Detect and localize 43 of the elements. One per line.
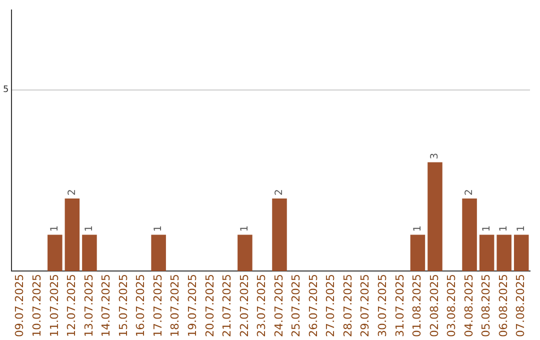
x-tick-label: 30.07.2025	[376, 274, 390, 338]
x-tick-label: 12.07.2025	[65, 274, 78, 338]
x-tick-label: 07.08.2025	[514, 274, 528, 338]
x-tick-label: 17.07.2025	[151, 274, 164, 338]
x-tick-label: 23.07.2025	[255, 274, 268, 338]
x-tick-label: 19.07.2025	[186, 274, 199, 338]
data-label: 1	[50, 225, 61, 232]
x-tick-label: 13.07.2025	[82, 274, 96, 338]
data-label: 1	[84, 225, 96, 232]
x-tick-label: 06.08.2025	[496, 274, 510, 338]
x-tick-label: 05.08.2025	[480, 274, 493, 338]
data-label: 1	[481, 225, 492, 232]
y-tick-label: 5	[2, 85, 9, 96]
data-label: 2	[274, 189, 286, 196]
data-label: 1	[240, 225, 251, 232]
x-tick-label: 01.08.2025	[410, 274, 424, 338]
data-label: 2	[66, 189, 78, 196]
x-tick-label: 09.07.2025	[13, 274, 26, 338]
x-tick-label: 16.07.2025	[134, 274, 148, 338]
x-tick-label: 22.07.2025	[238, 274, 251, 338]
x-tick-label: 31.07.2025	[393, 274, 406, 338]
data-label: 1	[153, 225, 164, 232]
data-label: 1	[412, 225, 424, 232]
x-tick-label: 15.07.2025	[116, 274, 130, 338]
x-tick-label: 02.08.2025	[428, 274, 441, 338]
x-tick-label: 25.07.2025	[290, 274, 303, 338]
x-tick-label: 03.08.2025	[445, 274, 458, 338]
data-label: 2	[464, 189, 476, 196]
x-tick-label: 28.07.2025	[341, 274, 354, 338]
x-tick-label: 20.07.2025	[203, 274, 216, 338]
data-label: 1	[498, 225, 510, 232]
x-tick-label: 26.07.2025	[306, 274, 320, 338]
x-tick-label: 11.07.2025	[48, 274, 61, 338]
x-tick-label: 21.07.2025	[220, 274, 234, 338]
x-tick-label: 27.07.2025	[324, 274, 338, 338]
x-tick-label: 14.07.2025	[100, 274, 113, 338]
x-tick-label: 04.08.2025	[462, 274, 476, 338]
x-tick-label: 18.07.2025	[168, 274, 182, 338]
x-tick-label: 29.07.2025	[358, 274, 372, 338]
x-tick-label: 24.07.2025	[272, 274, 286, 338]
data-label: 3	[430, 152, 441, 160]
x-tick-label: 10.07.2025	[30, 274, 44, 338]
data-label: 1	[516, 225, 527, 232]
